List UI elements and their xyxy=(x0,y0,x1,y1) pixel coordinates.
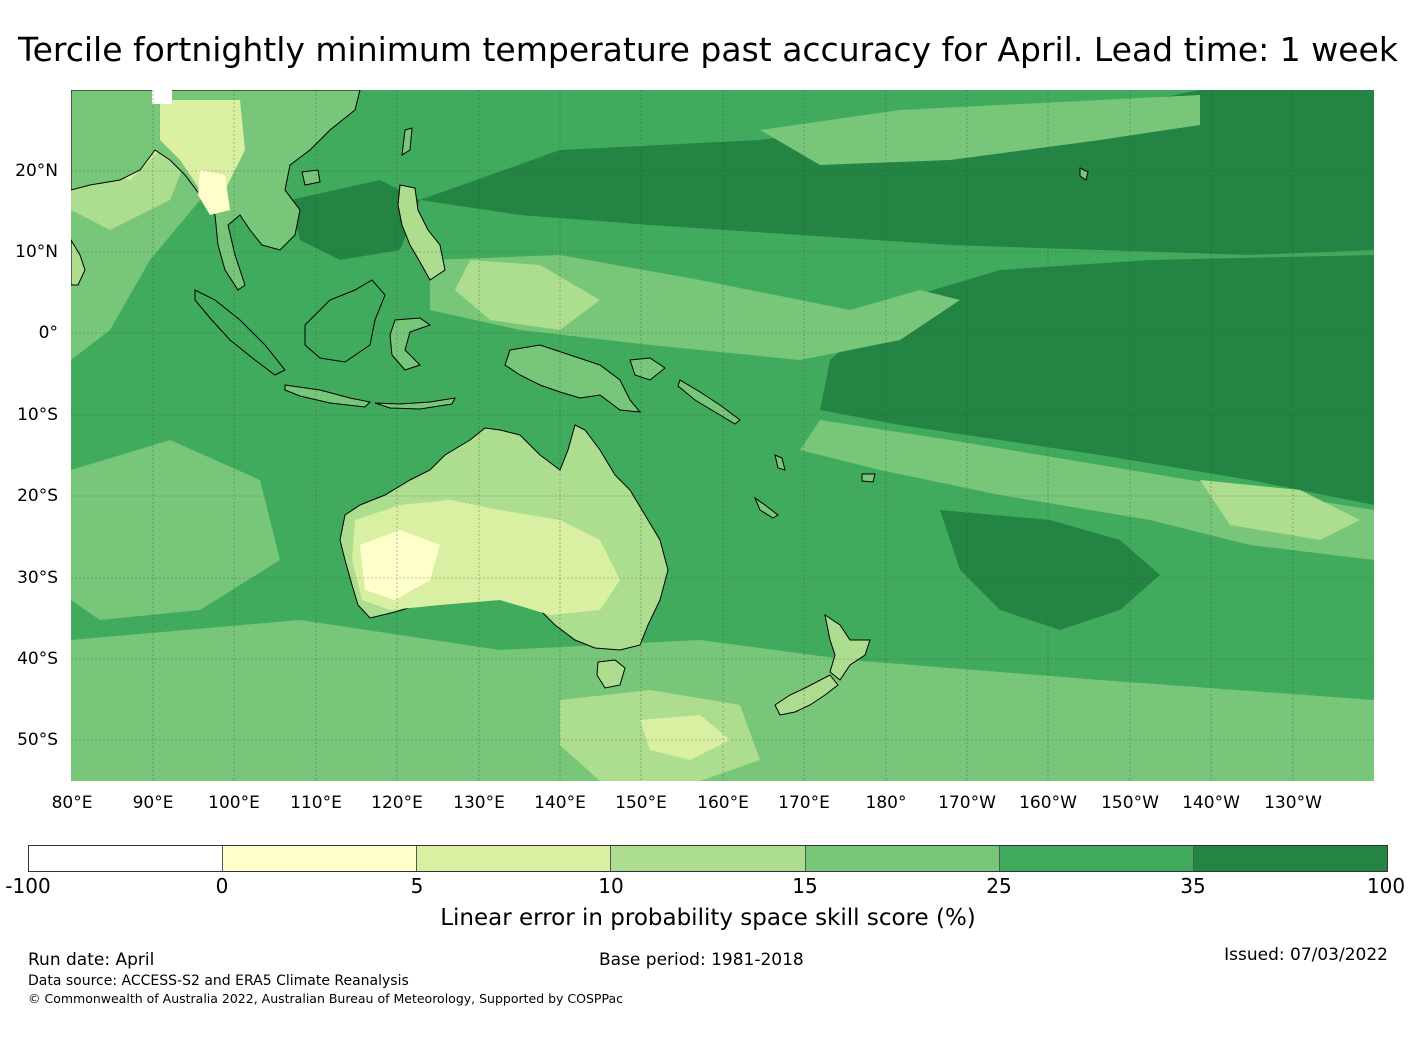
run-date: Run date: April xyxy=(28,950,155,970)
moderate-skill-southern-ocean xyxy=(71,620,1374,781)
colorbar-segment xyxy=(29,846,224,871)
land-vanuatu xyxy=(774,454,786,471)
issued-date: Issued: 07/03/2022 xyxy=(1224,945,1388,965)
land-tasmania xyxy=(596,659,626,689)
lon-label: 140°E xyxy=(534,793,586,813)
map-title: Tercile fortnightly minimum temperature … xyxy=(18,30,1398,69)
lon-label: 170°W xyxy=(938,793,996,813)
land-fiji xyxy=(861,473,876,483)
colorbar-tick: 35 xyxy=(1180,874,1206,898)
colorbar-label: Linear error in probability space skill … xyxy=(440,905,976,931)
lon-label: 160°E xyxy=(697,793,749,813)
colorbar-tick: 10 xyxy=(598,874,624,898)
high-skill-region-maritime xyxy=(290,180,420,260)
colorbar-segment xyxy=(1193,846,1387,871)
lat-label: 10°S xyxy=(17,405,58,425)
lon-label: 130°W xyxy=(1264,793,1322,813)
lat-label: 30°S xyxy=(17,568,58,588)
lat-label: 0° xyxy=(38,323,58,343)
colorbar-segment xyxy=(417,846,612,871)
moderate-skill-west-indian xyxy=(71,440,280,620)
land-hawaii xyxy=(1079,167,1089,181)
land-new-zealand-north xyxy=(824,613,871,681)
colorbar-tick: 25 xyxy=(986,874,1012,898)
land-new-zealand-south xyxy=(774,674,839,716)
land-sumatra xyxy=(194,289,286,376)
land-new-britain xyxy=(629,357,666,381)
lon-label: 170°E xyxy=(778,793,830,813)
land-philippines xyxy=(397,184,446,281)
colorbar-tick: 5 xyxy=(410,874,424,898)
colorbar-segment xyxy=(611,846,806,871)
lon-label: 80°E xyxy=(51,793,93,813)
lowest-skill-patch-southern xyxy=(640,715,730,760)
land-java xyxy=(284,384,372,408)
land-lesser-sunda xyxy=(374,397,456,410)
high-skill-region-south-pacific xyxy=(940,510,1160,630)
lon-label: 130°E xyxy=(453,793,505,813)
land-new-guinea xyxy=(504,344,642,413)
lat-label: 40°S xyxy=(17,649,58,669)
lon-label: 150°W xyxy=(1101,793,1159,813)
data-source: Data source: ACCESS-S2 and ERA5 Climate … xyxy=(28,973,409,989)
lon-label: 100°E xyxy=(208,793,260,813)
no-skill-mainland-patch xyxy=(152,90,172,104)
colorbar xyxy=(28,845,1388,872)
map-gridlines xyxy=(71,90,1374,781)
colorbar-tick: 0 xyxy=(215,874,229,898)
lat-label: 10°N xyxy=(15,242,58,262)
moderate-skill-band-north xyxy=(760,95,1200,165)
lat-label: 20°S xyxy=(17,486,58,506)
colorbar-tick: 100 xyxy=(1366,874,1406,898)
copyright: © Commonwealth of Australia 2022, Austra… xyxy=(28,991,623,1006)
lon-label: 160°W xyxy=(1019,793,1077,813)
lon-label: 180° xyxy=(865,793,907,813)
colorbar-tick: -100 xyxy=(5,874,51,898)
land-sulawesi xyxy=(389,317,432,371)
lon-label: 110°E xyxy=(290,793,342,813)
high-skill-region-equatorial-pacific xyxy=(820,255,1374,505)
land-hainan xyxy=(301,169,321,186)
lon-label: 120°E xyxy=(371,793,423,813)
colorbar-segment xyxy=(999,846,1194,871)
lowest-skill-mainland-patch xyxy=(198,170,230,215)
lowest-skill-western-australia xyxy=(360,530,440,600)
base-period: Base period: 1981-2018 xyxy=(599,950,804,970)
lat-label: 20°N xyxy=(15,161,58,181)
low-skill-patch-equatorial xyxy=(455,260,600,330)
land-solomon-islands xyxy=(677,379,741,425)
land-borneo xyxy=(304,279,386,363)
colorbar-segment xyxy=(223,846,418,871)
land-india xyxy=(71,239,86,286)
lon-label: 140°W xyxy=(1182,793,1240,813)
colorbar-tick: 15 xyxy=(792,874,818,898)
colorbar-segment xyxy=(805,846,1000,871)
lon-label: 90°E xyxy=(132,793,174,813)
lat-label: 50°S xyxy=(17,730,58,750)
land-new-caledonia xyxy=(753,496,779,519)
low-skill-patch-south-pacific xyxy=(1200,480,1360,540)
low-skill-mainland-patch xyxy=(160,100,245,190)
lon-label: 150°E xyxy=(615,793,667,813)
land-taiwan xyxy=(401,127,413,156)
